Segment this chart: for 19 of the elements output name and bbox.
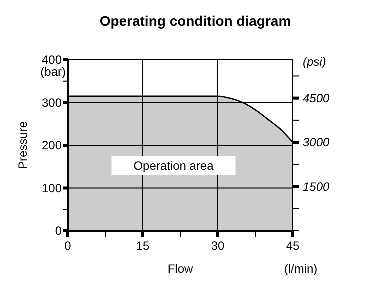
x-tick-label: 30 [211,239,225,253]
annotation: Operation area [134,159,214,174]
y2-tick-label: 3000 [303,136,330,150]
y-axis-title: Pressure [16,121,30,170]
y-tick-label: 400 [42,53,62,67]
y-tick-label: 0 [55,224,62,238]
y-tick-label: 300 [42,96,62,110]
text: (bar) [40,65,66,79]
y2-axis-title: (psi) [303,55,326,69]
y2-tick-label: 4500 [303,91,330,106]
text: (l/min) [284,262,318,276]
y-tick-label: 200 [42,138,62,152]
x-tick-label: 45 [286,239,300,253]
x-tick-label: 15 [136,239,150,253]
x-tick-label: 0 [64,239,72,253]
y2-tick-label: 1500 [303,180,330,194]
y-tick-label: 100 [42,181,62,196]
x-axis-title: Flow [168,262,194,276]
chart-title: Operating condition diagram [100,13,292,29]
